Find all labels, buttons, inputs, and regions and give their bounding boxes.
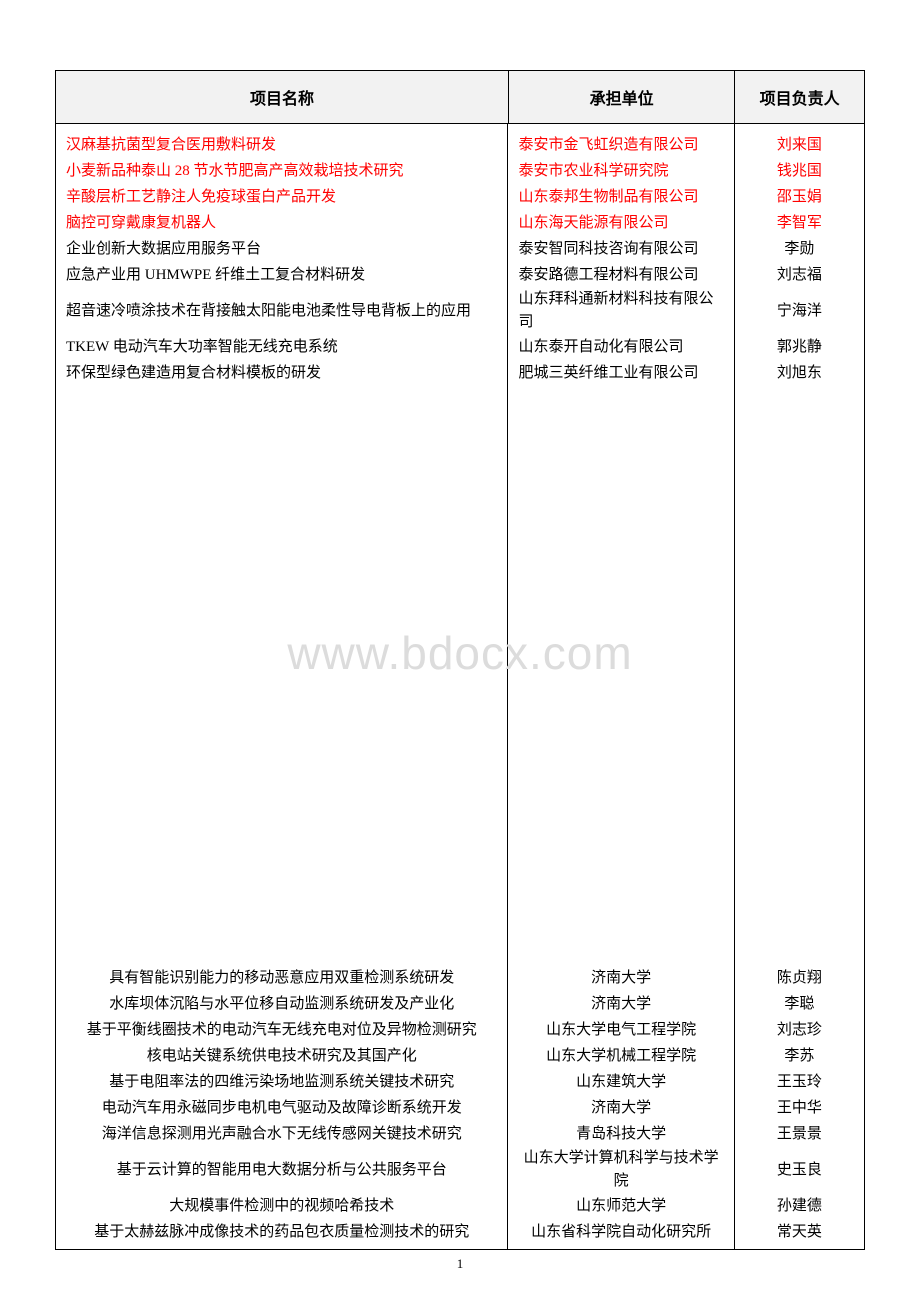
table-row: 肥城三英纤维工业有限公司 [518,360,723,386]
table-row: 青岛科技大学 [518,1121,723,1147]
table-row: 济南大学 [518,1095,723,1121]
table-row: 李智军 [745,210,854,236]
header-person: 项目负责人 [735,71,864,124]
table-row: 山东师范大学 [518,1193,723,1219]
layout-gap [745,386,854,965]
page-table-wrap: 项目名称 承担单位 项目负责人 www.bdocx.com 汉麻基抗菌型复合医用… [55,70,865,1250]
table-row: 泰安市农业科学研究院 [518,158,723,184]
table-row: 邵玉娟 [745,184,854,210]
table-row: 李勋 [745,236,854,262]
table-row: 孙建德 [745,1193,854,1219]
table-row: 山东泰邦生物制品有限公司 [518,184,723,210]
table-row: 王玉玲 [745,1069,854,1095]
table-row: 电动汽车用永磁同步电机电气驱动及故障诊断系统开发 [66,1095,497,1121]
table-row: 刘旭东 [745,360,854,386]
table-row: 海洋信息探测用光声融合水下无线传感网关键技术研究 [66,1121,497,1147]
table-row: 山东大学电气工程学院 [518,1017,723,1043]
table-row: 基于平衡线圈技术的电动汽车无线充电对位及异物检测研究 [66,1017,497,1043]
table-row: 济南大学 [518,991,723,1017]
table-row: 王景景 [745,1121,854,1147]
table-row: 王中华 [745,1095,854,1121]
table-body: www.bdocx.com 汉麻基抗菌型复合医用敷料研发小麦新品种泰山 28 节… [56,124,864,1249]
layout-gap [518,386,723,965]
table-row: TKEW 电动汽车大功率智能无线充电系统 [66,334,497,360]
table-row: 超音速冷喷涂技术在背接触太阳能电池柔性导电背板上的应用 [66,288,497,334]
bottom-group-names: 具有智能识别能力的移动恶意应用双重检测系统研发水库坝体沉陷与水平位移自动监测系统… [66,965,497,1245]
top-group-units: 泰安市金飞虹织造有限公司泰安市农业科学研究院山东泰邦生物制品有限公司山东海天能源… [518,132,723,386]
table-row: 钱兆国 [745,158,854,184]
table-row: 山东泰开自动化有限公司 [518,334,723,360]
table-row: 水库坝体沉陷与水平位移自动监测系统研发及产业化 [66,991,497,1017]
table-row: 泰安智同科技咨询有限公司 [518,236,723,262]
table-header: 项目名称 承担单位 项目负责人 [56,71,864,124]
table-row: 山东省科学院自动化研究所 [518,1219,723,1245]
top-group-persons: 刘来国钱兆国邵玉娟李智军李勋刘志福宁海洋郭兆静刘旭东 [745,132,854,386]
table-row: 宁海洋 [745,288,854,334]
table-row: 山东拜科通新材料科技有限公司 [518,288,723,334]
table-row: 应急产业用 UHMWPE 纤维土工复合材料研发 [66,262,497,288]
column-unit: 泰安市金飞虹织造有限公司泰安市农业科学研究院山东泰邦生物制品有限公司山东海天能源… [508,124,734,1249]
table-row: 辛酸层析工艺静注人免疫球蛋白产品开发 [66,184,497,210]
header-project-name: 项目名称 [56,71,508,124]
table-row: 李聪 [745,991,854,1017]
table-row: 陈贞翔 [745,965,854,991]
column-person: 刘来国钱兆国邵玉娟李智军李勋刘志福宁海洋郭兆静刘旭东 陈贞翔李聪刘志珍李苏王玉玲… [735,124,864,1249]
page-number: 1 [55,1256,865,1272]
table-row: 泰安市金飞虹织造有限公司 [518,132,723,158]
column-project-name: 汉麻基抗菌型复合医用敷料研发小麦新品种泰山 28 节水节肥高产高效栽培技术研究辛… [56,124,508,1249]
bottom-group-units: 济南大学济南大学山东大学电气工程学院山东大学机械工程学院山东建筑大学济南大学青岛… [518,965,723,1245]
table-row: 山东大学计算机科学与技术学院 [518,1147,723,1193]
table-row: 李苏 [745,1043,854,1069]
table-row: 大规模事件检测中的视频哈希技术 [66,1193,497,1219]
table-row: 常天英 [745,1219,854,1245]
table-row: 环保型绿色建造用复合材料模板的研发 [66,360,497,386]
top-group-names: 汉麻基抗菌型复合医用敷料研发小麦新品种泰山 28 节水节肥高产高效栽培技术研究辛… [66,132,497,386]
table-row: 基于太赫兹脉冲成像技术的药品包衣质量检测技术的研究 [66,1219,497,1245]
layout-gap [66,386,497,965]
table-row: 刘来国 [745,132,854,158]
table-row: 刘志福 [745,262,854,288]
table-row: 脑控可穿戴康复机器人 [66,210,497,236]
table-row: 山东海天能源有限公司 [518,210,723,236]
table-row: 史玉良 [745,1147,854,1193]
table-row: 基于云计算的智能用电大数据分析与公共服务平台 [66,1147,497,1193]
table-row: 济南大学 [518,965,723,991]
table-row: 刘志珍 [745,1017,854,1043]
table-row: 泰安路德工程材料有限公司 [518,262,723,288]
header-unit: 承担单位 [508,71,734,124]
table-row: 基于电阻率法的四维污染场地监测系统关键技术研究 [66,1069,497,1095]
table-row: 山东大学机械工程学院 [518,1043,723,1069]
table-row: 具有智能识别能力的移动恶意应用双重检测系统研发 [66,965,497,991]
table-row: 郭兆静 [745,334,854,360]
bottom-group-persons: 陈贞翔李聪刘志珍李苏王玉玲王中华王景景史玉良孙建德常天英 [745,965,854,1245]
table-row: 山东建筑大学 [518,1069,723,1095]
table-row: 核电站关键系统供电技术研究及其国产化 [66,1043,497,1069]
table-row: 汉麻基抗菌型复合医用敷料研发 [66,132,497,158]
table-row: 小麦新品种泰山 28 节水节肥高产高效栽培技术研究 [66,158,497,184]
table-row: 企业创新大数据应用服务平台 [66,236,497,262]
